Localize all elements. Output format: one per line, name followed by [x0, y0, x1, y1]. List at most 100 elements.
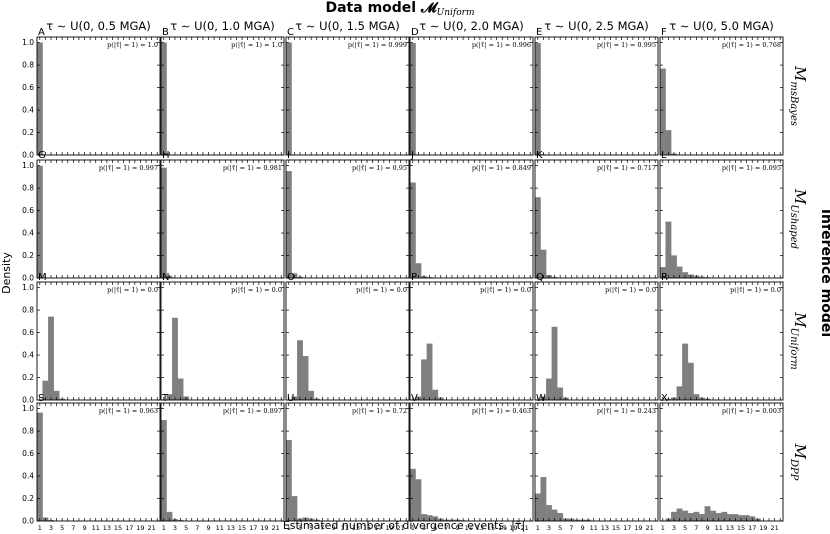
panel-letter: W [536, 393, 546, 404]
panel-letter: X [661, 393, 668, 404]
bar [36, 42, 43, 156]
y-tick-label: 0.8 [22, 184, 34, 193]
x-tick-label: 3 [173, 524, 177, 532]
probability-prefix: p(|τ̂| = 1) = [472, 163, 513, 172]
panel-frame [409, 159, 534, 279]
x-tick-label: 3 [422, 524, 426, 532]
bar [534, 197, 541, 279]
panel-o: Op(|τ̂| = 1) = 0.0 [285, 272, 410, 401]
panel-letter: Q [536, 272, 544, 283]
row-label-main: M [791, 188, 809, 205]
panel-frame [36, 36, 161, 156]
panel-letter: P [411, 272, 417, 283]
panel-frame [285, 402, 410, 522]
probability-value: 0.0 [771, 286, 781, 294]
y-tick-label: 0.4 [22, 106, 34, 115]
bar [421, 359, 427, 401]
bar [671, 255, 677, 279]
probability-label: p(|τ̂| = 1) = 0.0 [605, 285, 656, 294]
probability-value: 0.999 [388, 41, 407, 49]
bar [291, 496, 298, 522]
panel-frame [534, 281, 659, 401]
panel-q: Qp(|τ̂| = 1) = 0.0 [534, 272, 659, 401]
probability-value: 0.717 [637, 164, 656, 172]
probability-value: 0.0 [148, 286, 158, 294]
x-tick-label: 1 [38, 524, 42, 532]
x-tick-label: 1 [536, 524, 540, 532]
bar [682, 343, 689, 401]
bar [302, 356, 309, 401]
probability-prefix: p(|τ̂| = 1) = [99, 163, 140, 172]
probability-prefix: p(|τ̂| = 1) = [730, 285, 771, 294]
probability-label: p(|τ̂| = 1) = 0.0 [730, 285, 781, 294]
x-tick-label: 13 [352, 524, 360, 532]
x-tick-label: 1 [411, 524, 415, 532]
column-header: τ ∼ U(0, 2.5 MGA) [544, 19, 649, 33]
x-tick-label: 21 [396, 524, 404, 532]
probability-prefix: p(|τ̂| = 1) = [722, 406, 763, 415]
x-tick-label: 21 [645, 524, 653, 532]
panel-letter: E [536, 27, 542, 38]
panel-letter: J [410, 150, 414, 161]
x-tick-label: 7 [444, 524, 448, 532]
probability-label: p(|τ̂| = 1) = 0.999 [348, 40, 407, 49]
row-label: MUniform [788, 311, 809, 369]
probability-prefix: p(|τ̂| = 1) = [231, 40, 272, 49]
x-tick-label: 13 [726, 524, 734, 532]
panel-letter: U [287, 393, 294, 404]
y-tick-label: 0.2 [22, 128, 34, 137]
probability-prefix: p(|τ̂| = 1) = [356, 285, 397, 294]
probability-label: p(|τ̂| = 1) = 0.849 [472, 163, 531, 172]
bar [285, 439, 292, 522]
x-tick-label: 9 [455, 524, 459, 532]
panel-letter: C [287, 27, 294, 38]
probability-label: p(|τ̂| = 1) = 1.0 [231, 40, 282, 49]
x-tick-label: 11 [715, 524, 723, 532]
probability-prefix: p(|τ̂| = 1) = [597, 40, 638, 49]
panel-letter: V [411, 393, 418, 404]
panel-frame [160, 402, 285, 522]
row-group-label: Inference model [818, 209, 830, 337]
probability-label: p(|τ̂| = 1) = 0.963 [99, 406, 158, 415]
probability-label: p(|τ̂| = 1) = 0.095 [722, 163, 781, 172]
bar [48, 316, 54, 401]
probability-prefix: p(|τ̂| = 1) = [348, 40, 389, 49]
panel-frame [160, 36, 285, 156]
x-tick-label: 3 [298, 524, 302, 532]
x-tick-label: 9 [206, 524, 210, 532]
y-tick-label: 1.0 [22, 404, 34, 413]
bar [534, 493, 541, 522]
x-tick-label: 3 [547, 524, 551, 532]
x-tick-label: 19 [634, 524, 642, 532]
panel-frame [659, 159, 784, 279]
probability-label: p(|τ̂| = 1) = 0.0 [356, 285, 407, 294]
panel-frame [534, 36, 659, 156]
panel-e: Ep(|τ̂| = 1) = 0.995 [534, 27, 659, 156]
probability-value: 0.849 [512, 164, 531, 172]
probability-prefix: p(|τ̂| = 1) = [597, 406, 638, 415]
y-axis-label: Density [0, 252, 13, 294]
probability-value: 0.095 [762, 164, 781, 172]
panel-frame [285, 159, 410, 279]
x-tick-label: 3 [49, 524, 53, 532]
panel-frame [36, 281, 161, 401]
panel-frame [36, 402, 161, 522]
x-tick-label: 7 [195, 524, 199, 532]
probability-label: p(|τ̂| = 1) = 1.0 [107, 40, 158, 49]
column-header: τ ∼ U(0, 2.0 MGA) [419, 19, 524, 33]
probability-value: 0.996 [512, 41, 531, 49]
y-tick-label: 1.0 [22, 161, 34, 170]
panel-frame [285, 36, 410, 156]
probability-value: 0.981 [263, 164, 282, 172]
x-tick-label: 19 [136, 524, 144, 532]
x-tick-label: 13 [601, 524, 609, 532]
y-tick-label: 0.0 [22, 517, 34, 526]
x-tick-label: 21 [770, 524, 778, 532]
row-label-subscript: Uniform [788, 328, 799, 370]
panel-frame [659, 281, 784, 401]
column-header: τ ∼ U(0, 5.0 MGA) [669, 19, 774, 33]
row-label-subscript: DPP [788, 458, 799, 481]
probability-prefix: p(|τ̂| = 1) = [472, 406, 513, 415]
column-header: τ ∼ U(0, 1.0 MGA) [170, 19, 275, 33]
